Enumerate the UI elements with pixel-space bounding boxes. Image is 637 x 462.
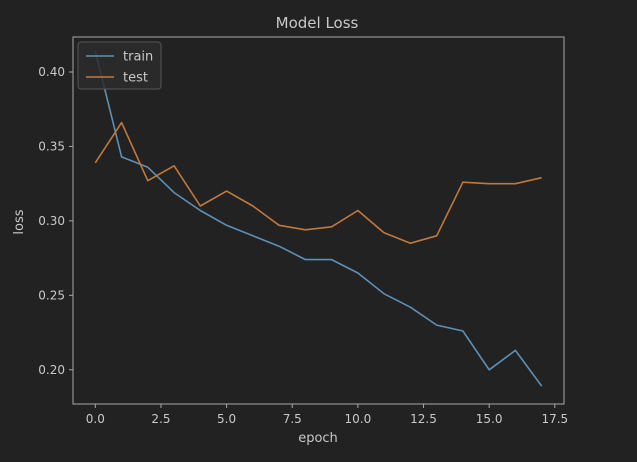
x-tick-label: 12.5 [410, 412, 437, 426]
y-tick-label: 0.30 [38, 214, 65, 228]
x-tick-label: 17.5 [541, 412, 568, 426]
x-tick-label: 15.0 [476, 412, 503, 426]
series-line-test [94, 121, 542, 244]
y-tick-label: 0.25 [38, 288, 65, 302]
y-axis-ticks: 0.20 0.25 0.30 0.35 0.40 [38, 65, 73, 377]
x-tick-label: 2.5 [151, 412, 170, 426]
series-line-train [94, 50, 543, 387]
plot-area [72, 36, 565, 405]
series-lines [94, 50, 543, 387]
y-tick-label: 0.35 [38, 139, 65, 153]
x-tick-label: 7.5 [283, 412, 302, 426]
x-tick-label: 10.0 [345, 412, 372, 426]
y-axis-label: loss [12, 209, 27, 234]
legend-label-test: test [123, 71, 148, 86]
x-tick-label: 5.0 [217, 412, 236, 426]
chart-title: Model Loss [276, 14, 359, 32]
x-axis-label: epoch [298, 431, 338, 446]
axes-frame [72, 36, 565, 405]
x-tick-label: 0.0 [86, 412, 105, 426]
y-tick-label: 0.20 [38, 363, 65, 377]
legend: train test [77, 41, 162, 90]
y-tick-label: 0.40 [38, 65, 65, 79]
x-axis-ticks: 0.0 2.5 5.0 7.5 10.0 12.5 15.0 17.5 [86, 404, 568, 426]
legend-label-train: train [123, 50, 153, 65]
